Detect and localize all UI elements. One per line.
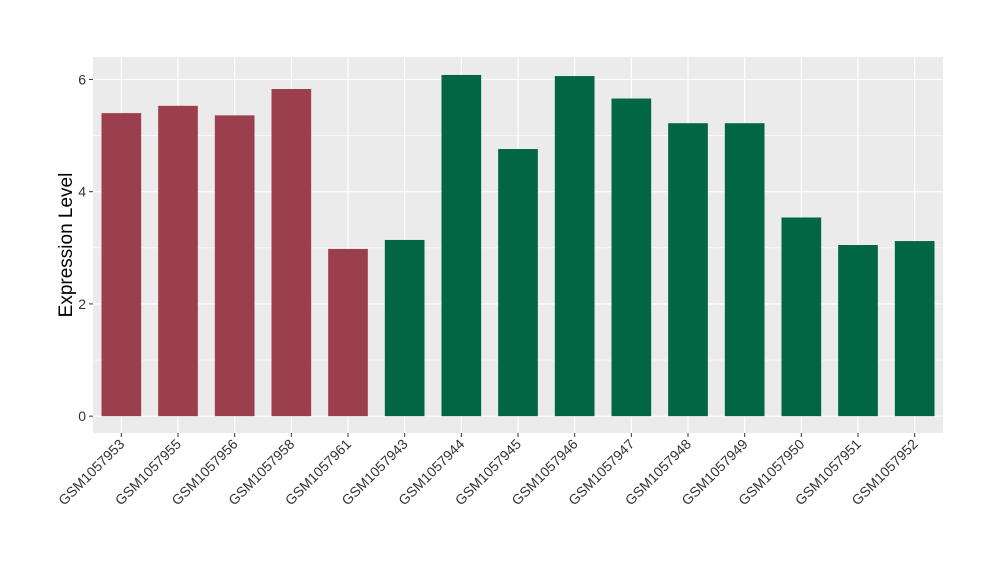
bar — [101, 113, 142, 417]
y-axis-title: Expression Level — [56, 173, 77, 318]
bar — [498, 149, 538, 417]
bar — [894, 241, 935, 417]
bar — [781, 217, 822, 417]
bars — [101, 74, 935, 417]
bar — [668, 123, 708, 417]
bar — [158, 105, 198, 417]
bar — [611, 98, 652, 417]
y-tick-label: 4 — [78, 184, 86, 200]
bar — [554, 76, 595, 417]
y-tick-label: 0 — [78, 408, 86, 424]
bar — [838, 245, 878, 417]
bar — [328, 248, 368, 417]
y-tick-label: 2 — [78, 296, 86, 312]
bar — [384, 239, 425, 417]
y-axis: 0 2 4 6 — [78, 71, 93, 424]
x-axis: GSM1057953GSM1057955GSM1057956GSM1057958… — [55, 433, 921, 508]
bar — [271, 88, 312, 417]
bar — [214, 115, 255, 417]
bar — [724, 123, 765, 417]
y-tick-label: 6 — [78, 71, 86, 87]
bar — [441, 74, 482, 417]
